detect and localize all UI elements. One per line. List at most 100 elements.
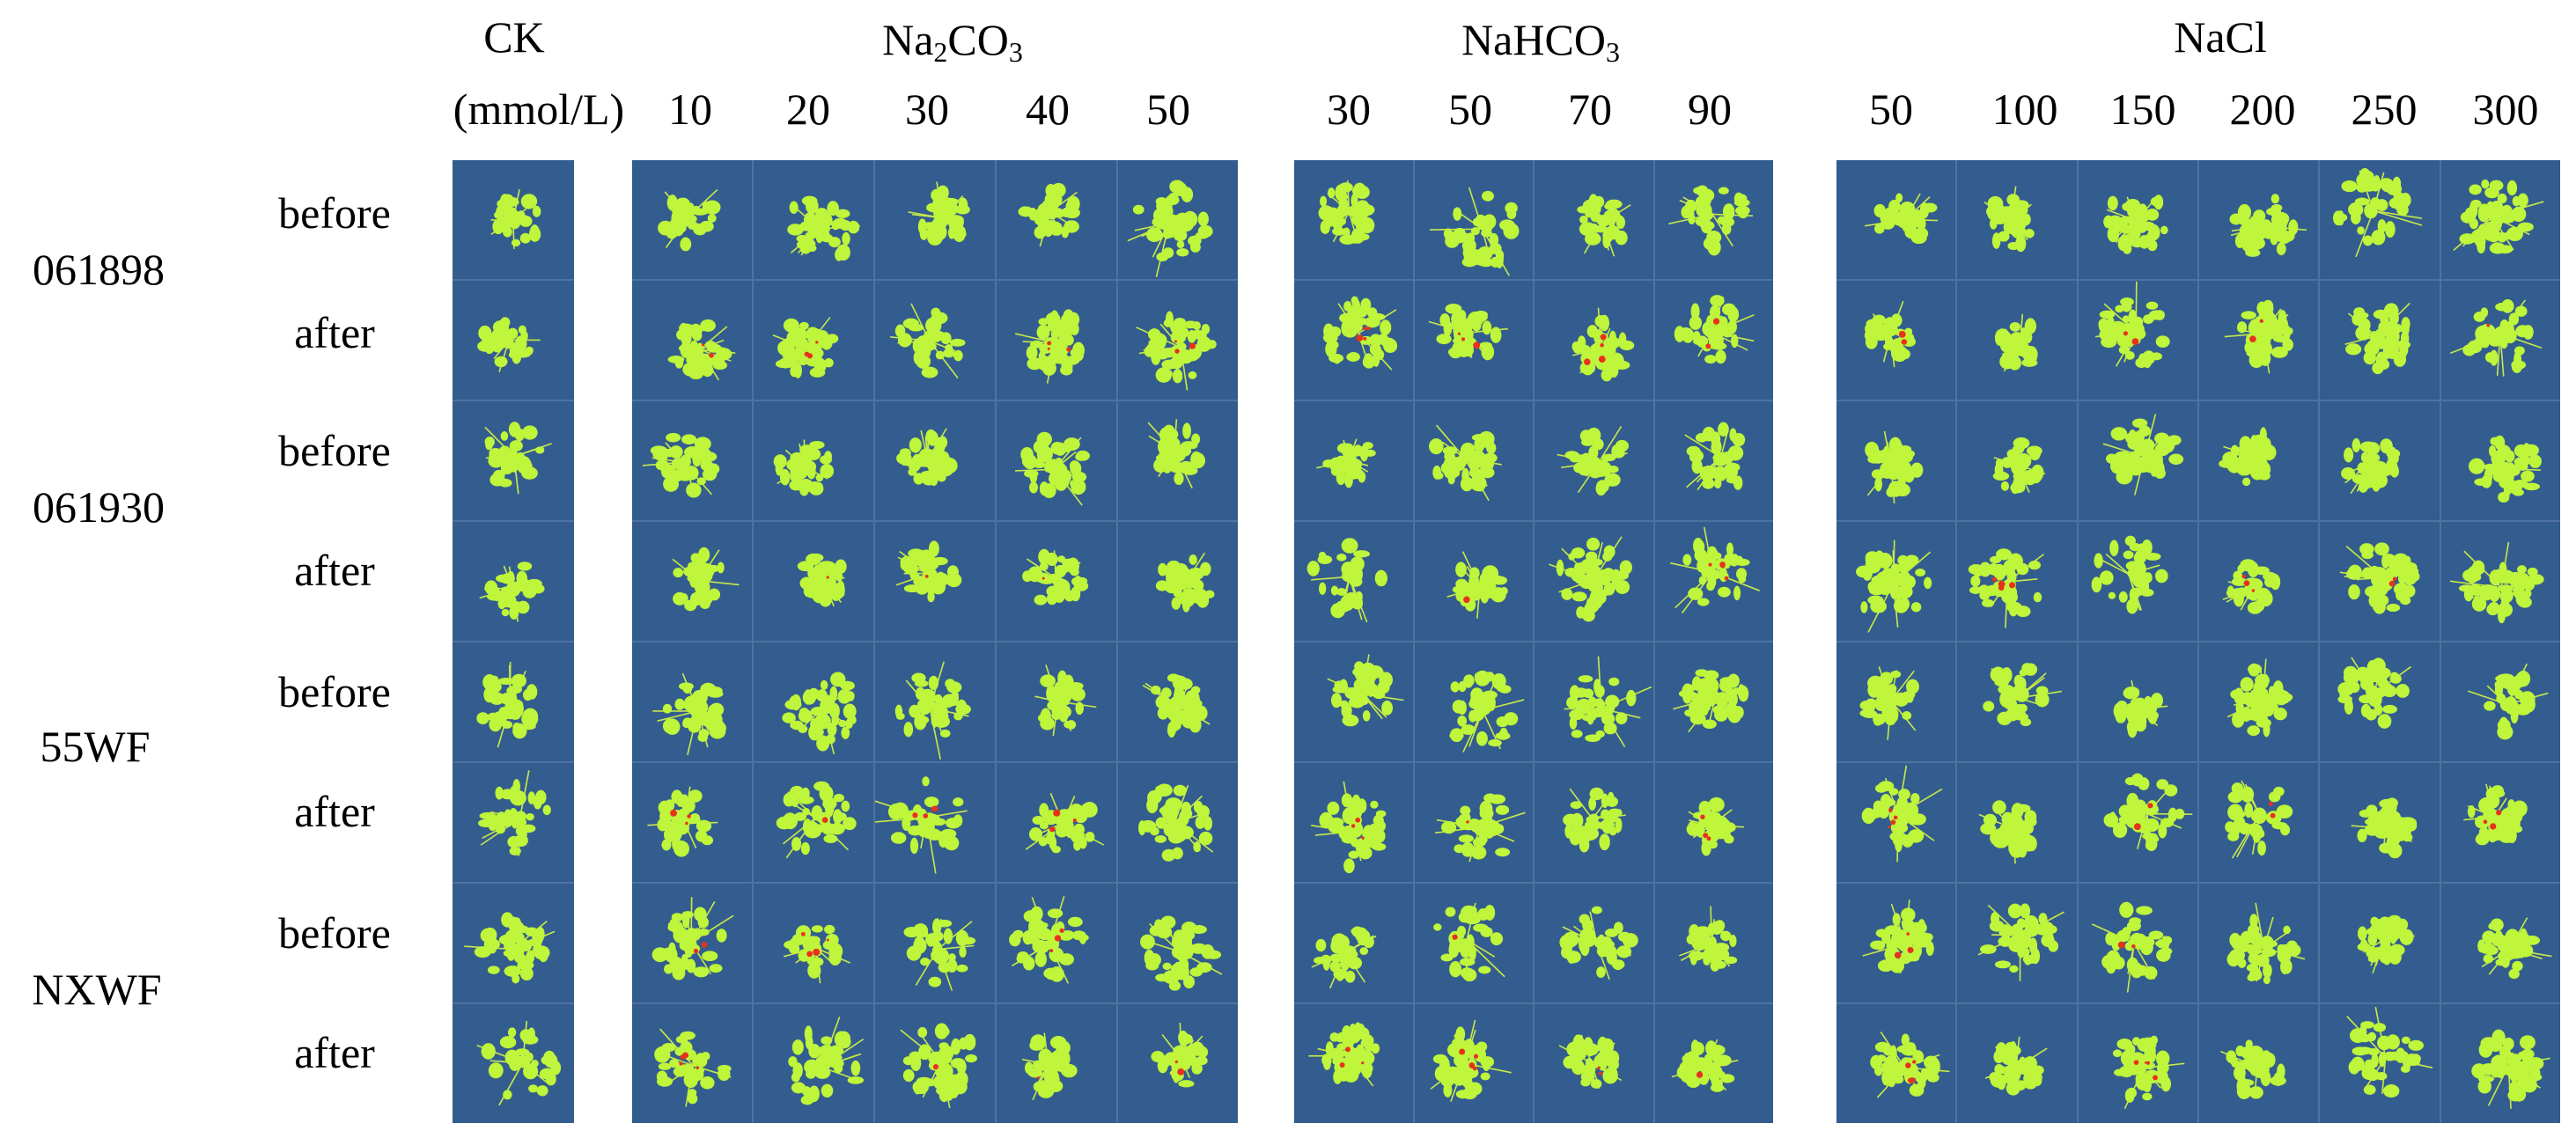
- plant-photo-cell: [875, 522, 995, 641]
- plant-image: [2341, 437, 2401, 495]
- plant-image: [1669, 526, 1760, 614]
- plant-photo-cell: [1294, 401, 1413, 520]
- plant-photo-cell: [997, 281, 1116, 400]
- plant-photo-cell: [632, 884, 752, 1002]
- plant-photo-cell: [754, 642, 873, 761]
- plant-image: [1667, 185, 1753, 256]
- conc-label: 150: [2109, 84, 2176, 134]
- plant-photo-cell: [1118, 1004, 1238, 1123]
- plant-photo-cell: [875, 884, 995, 1002]
- plant-photo-cell: [1535, 763, 1653, 882]
- stage-label-after: after: [294, 308, 375, 357]
- plant-image: [672, 547, 740, 612]
- plant-photo-cell: [1957, 401, 2077, 520]
- plant-photo-cell: [1836, 1004, 1956, 1123]
- plant-image: [1147, 419, 1206, 489]
- plant-image: [1865, 430, 1924, 503]
- conc-label: 100: [1991, 84, 2058, 134]
- plant-photo-cell: [1535, 1004, 1653, 1123]
- plant-photo-cell: [1654, 1004, 1773, 1123]
- stage-label-before: before: [278, 908, 391, 958]
- plant-image: [1969, 548, 2045, 628]
- plant-image: [1142, 673, 1211, 738]
- plant-image: [896, 428, 958, 487]
- plant-photo-cell: [1294, 642, 1413, 761]
- plant-image: [1316, 438, 1376, 488]
- plant-image: [2468, 435, 2542, 503]
- plant-photo-cell: [1654, 522, 1773, 641]
- plant-image: [2113, 679, 2168, 738]
- plant-image: [2340, 542, 2420, 614]
- plant-image: [1428, 424, 1502, 502]
- genotype-label: NXWF: [32, 965, 162, 1014]
- plant-photo-cell: [1118, 401, 1238, 520]
- plant-image: [464, 912, 556, 984]
- plant-image: [1672, 669, 1748, 733]
- plant-photo-cell: [2320, 401, 2440, 520]
- plant-photo-cell: [997, 642, 1116, 761]
- plant-photo-cell: [632, 160, 752, 279]
- plant-photo-cell: [2440, 401, 2560, 520]
- plant-image: [1977, 903, 2065, 981]
- plant-photo-cell: [453, 642, 574, 761]
- plant-photo-cell: [453, 1004, 574, 1123]
- group-label-nacl: NaCl: [2174, 12, 2267, 62]
- plant-image: [1022, 548, 1089, 606]
- plant-image: [1563, 787, 1626, 853]
- plant-image: [1311, 781, 1387, 874]
- plant-photo-cell: [754, 401, 873, 520]
- plant-photo-cell: [2320, 281, 2440, 400]
- plant-photo-cell: [453, 884, 574, 1002]
- plant-image: [651, 897, 734, 980]
- plant-photo-cell: [1414, 522, 1533, 641]
- plant-image: [1859, 666, 1919, 740]
- plant-image: [1014, 309, 1085, 384]
- plant-photo-cell: [2320, 522, 2440, 641]
- plant-photo-cell: [632, 1004, 752, 1123]
- plant-photo-cell: [754, 884, 873, 1002]
- plant-image: [1985, 1036, 2048, 1096]
- plant-photo-cell: [1836, 160, 1956, 279]
- plant-image: [1021, 1032, 1078, 1101]
- conc-label: 250: [2351, 84, 2418, 134]
- plant-photo-cell: [2440, 1004, 2560, 1123]
- plant-image: [1428, 304, 1508, 361]
- plant-image: [889, 303, 966, 379]
- conc-label: 50: [1146, 84, 1190, 134]
- plant-photo-cell: [754, 522, 873, 641]
- plant-photo-cell: [875, 763, 995, 882]
- plant-image: [1577, 194, 1631, 257]
- plant-photo-cell: [754, 160, 873, 279]
- plant-image: [2219, 427, 2277, 487]
- panel-nacl: [1836, 160, 2560, 1123]
- plant-photo-cell: [1654, 401, 1773, 520]
- plant-photo-cell: [2078, 281, 2197, 400]
- plant-image: [1308, 1022, 1380, 1087]
- plant-photo-cell: [2320, 160, 2440, 279]
- plant-photo-cell: [2440, 281, 2560, 400]
- plant-photo-cell: [1836, 281, 1956, 400]
- plant-image: [476, 1020, 562, 1106]
- plant-photo-cell: [2198, 642, 2319, 761]
- plant-image: [1558, 1034, 1623, 1089]
- plant-photo-cell: [1414, 1004, 1533, 1123]
- plant-image: [2225, 780, 2293, 859]
- plant-image: [900, 1023, 978, 1108]
- plant-photo-cell: [1957, 1004, 2077, 1123]
- plant-image: [652, 672, 726, 756]
- plant-image: [2357, 914, 2416, 974]
- plant-image: [2462, 783, 2528, 846]
- plant-image: [476, 661, 539, 748]
- plant-photo-cell: [1294, 763, 1413, 882]
- conc-label: 30: [1327, 84, 1371, 134]
- plant-photo-cell: [1957, 160, 2077, 279]
- plant-photo-cell: [1836, 763, 1956, 882]
- plant-image: [1686, 797, 1744, 856]
- plant-photo-cell: [2078, 763, 2197, 882]
- plant-photo-cell: [2078, 522, 2197, 641]
- conc-label: 300: [2472, 84, 2539, 134]
- plant-photo-cell: [1836, 401, 1956, 520]
- plant-photo-cell: [997, 160, 1116, 279]
- stage-label-after: after: [294, 546, 375, 595]
- genotype-label: 55WF: [40, 722, 151, 771]
